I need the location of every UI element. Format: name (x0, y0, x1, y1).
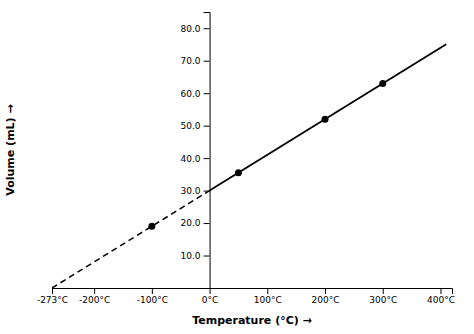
y-tick-mark (204, 158, 210, 159)
x-tick-label: 300°C (369, 295, 397, 305)
y-tick-mark (204, 93, 210, 94)
x-tick-label: 200°C (312, 295, 340, 305)
point (379, 80, 386, 87)
plot: -273°C -200°C -100°C 0°C 100°C 200°C 300°C 400°… (37, 13, 455, 306)
x-tick-label: -273°C (37, 295, 68, 305)
y-tick-label: 20.0 (181, 218, 201, 228)
y-tick: 50.0 (181, 121, 210, 131)
y-tick: 70.0 (181, 56, 210, 66)
y-tick-mark (204, 28, 210, 29)
x-tick: 300°C (369, 288, 397, 305)
x-tick-mark (152, 288, 153, 294)
x-tick-label: 100°C (254, 295, 282, 305)
x-tick: 200°C (312, 288, 340, 305)
y-tick: 30.0 (181, 186, 210, 196)
x-tick-label: 400°C (427, 295, 455, 305)
x-tick-mark (52, 288, 53, 294)
x-tick-label: 0°C (202, 295, 219, 305)
x-tick-mark (383, 288, 384, 294)
x-tick: -200°C (79, 288, 110, 305)
x-tick: 100°C (254, 288, 282, 305)
y-tick: 20.0 (181, 218, 210, 228)
y-tick: 80.0 (181, 24, 210, 34)
x-tick-mark (267, 288, 268, 294)
x-tick: 400°C (427, 288, 455, 305)
y-tick-label: 60.0 (181, 89, 201, 99)
line (52, 191, 210, 288)
point (148, 223, 155, 230)
y-tick: 10.0 (181, 251, 210, 261)
y-tick-mark (204, 256, 210, 257)
y-tick-label: 50.0 (181, 121, 201, 131)
x-tick-mark (440, 288, 441, 294)
x-tick-mark (325, 288, 326, 294)
y-axis-title: Volume (mL) → (4, 104, 17, 195)
y-axis-line (204, 13, 211, 289)
marks (52, 44, 446, 288)
y-tick-mark (204, 61, 210, 62)
x-axis-title: Temperature (°C) → (192, 314, 312, 327)
y-tick-label: 30.0 (181, 186, 201, 196)
point (235, 169, 242, 176)
x-tick: 0°C (202, 288, 219, 305)
x-tick-label: -100°C (137, 295, 168, 305)
x-axis-line (53, 289, 453, 295)
x-tick-mark (94, 288, 95, 294)
y-tick-mark (204, 191, 210, 192)
x-axis: -273°C -200°C -100°C 0°C 100°C 200°C 300°C 400°… (37, 288, 455, 305)
y-tick-mark (204, 126, 210, 127)
chart: -273°C -200°C -100°C 0°C 100°C 200°C 300°C 400°… (0, 0, 474, 334)
y-tick-label: 10.0 (181, 251, 201, 261)
y-tick-label: 80.0 (181, 24, 201, 34)
y-tick: 60.0 (181, 89, 210, 99)
point (322, 116, 329, 123)
y-tick-label: 40.0 (181, 153, 201, 163)
y-tick-mark (204, 223, 210, 224)
x-tick: -273°C (37, 288, 68, 305)
x-tick: -100°C (137, 288, 168, 305)
line (210, 44, 447, 190)
y-axis: 10.0 20.0 30.0 40.0 50.0 60.0 70.0 80.0 (181, 13, 211, 289)
x-tick-label: -200°C (79, 295, 110, 305)
y-tick-label: 70.0 (181, 56, 201, 66)
y-tick: 40.0 (181, 153, 210, 163)
